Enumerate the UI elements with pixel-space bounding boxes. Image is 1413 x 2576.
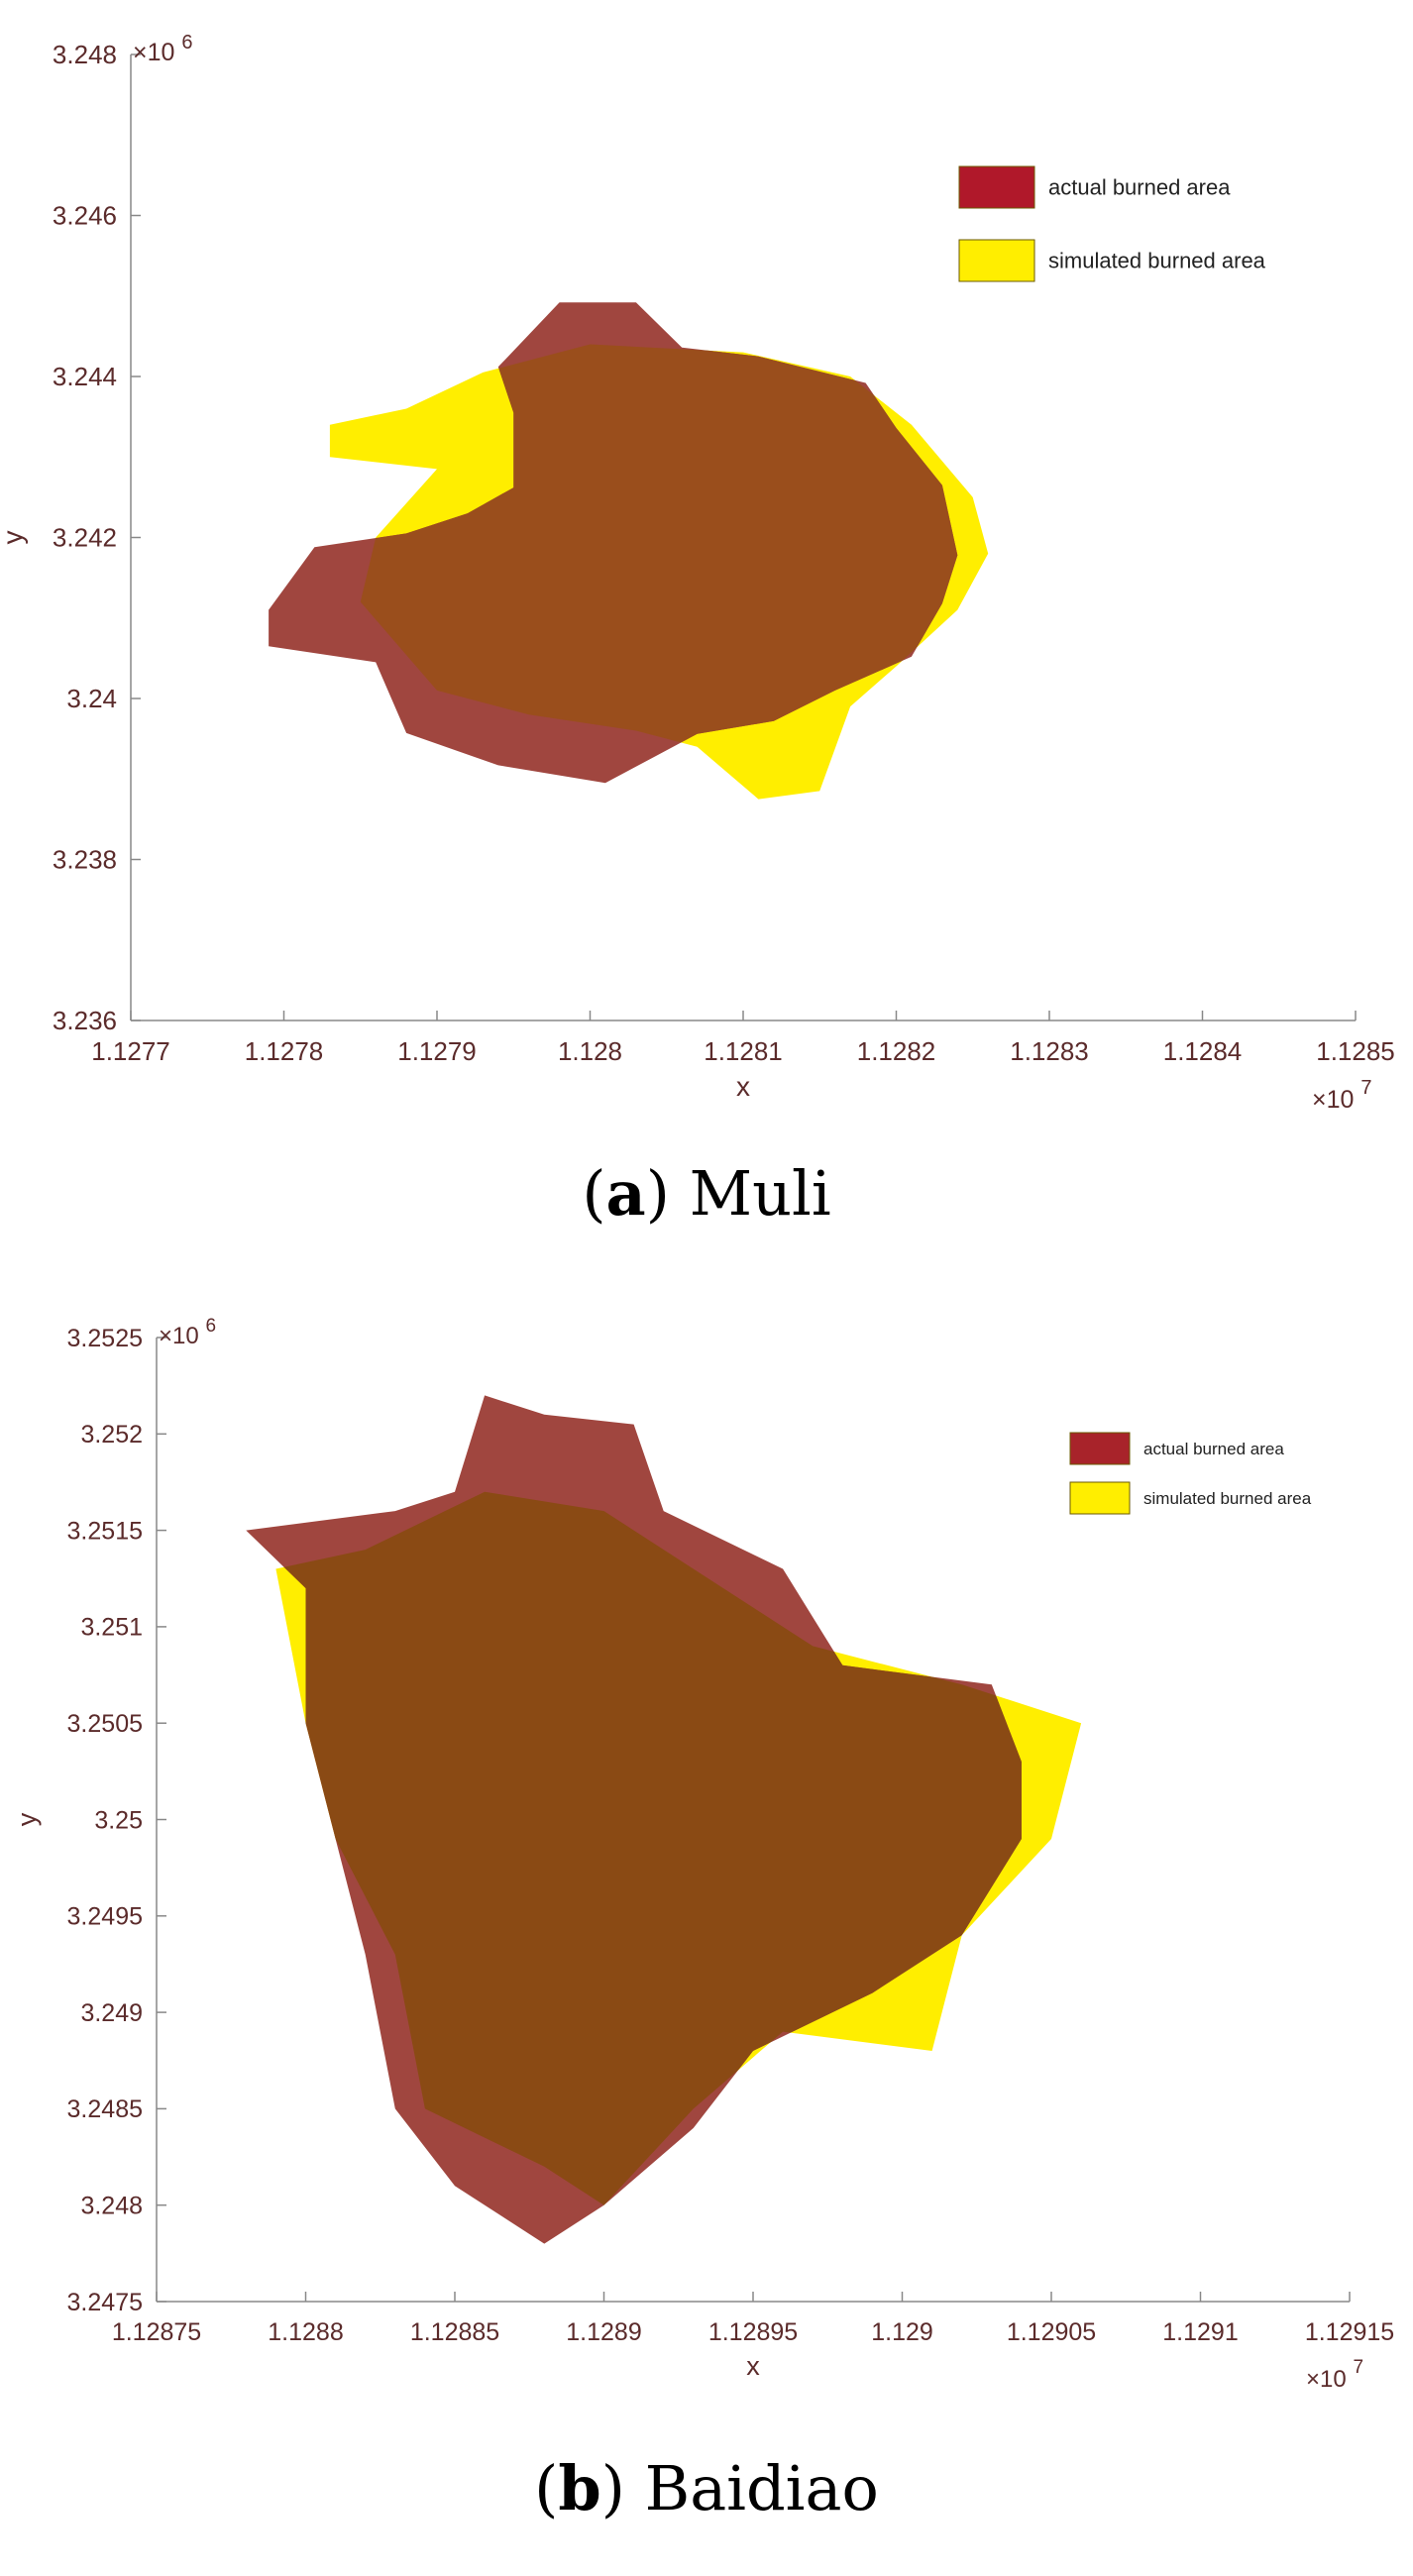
y-tick-label: 3.2515 [67, 1517, 143, 1545]
legend-label: simulated burned area [1143, 1489, 1312, 1508]
x-tick-label: 1.1288 [268, 2318, 343, 2346]
y-tick-label: 3.249 [80, 1999, 143, 2027]
x-axis-label: x [746, 2351, 760, 2381]
y-exponent-power: 6 [206, 1316, 217, 1337]
legend-swatch [958, 165, 1035, 209]
y-tick-label: 3.238 [53, 845, 117, 875]
legend-swatch [958, 239, 1035, 282]
caption-name: Muli [689, 1157, 831, 1230]
legend-swatch [1069, 1481, 1131, 1515]
y-exponent-label: ×10 [133, 39, 174, 66]
y-tick-label: 3.24 [66, 684, 117, 713]
caption-letter: b [558, 2452, 601, 2524]
y-axis-label: y [12, 1812, 42, 1826]
figure-panel-a: 1.1277 1.1278 1.1279 1.128 1.1281 1.1282 1.128… [0, 32, 1395, 1230]
y-tick-label: 3.244 [53, 362, 117, 391]
chart-baidiao: 1.12875 1.1288 1.12885 1.1289 1.12895 1.129 1.… [12, 1316, 1394, 2393]
legend-label: simulated burned area [1048, 249, 1266, 273]
x-tick-label: 1.1282 [857, 1036, 936, 1066]
y-tick-label: 3.2495 [67, 1903, 143, 1931]
y-tick-label: 3.251 [80, 1614, 143, 1642]
x-tick-label: 1.12875 [112, 2318, 201, 2346]
x-tick-label: 1.12885 [410, 2318, 499, 2346]
x-tick-label: 1.1289 [566, 2318, 641, 2346]
x-tick-label: 1.1278 [245, 1036, 324, 1066]
y-tick-label: 3.246 [53, 201, 117, 231]
x-tick-label: 1.12915 [1305, 2318, 1394, 2346]
x-tick-label: 1.1285 [1316, 1036, 1395, 1066]
y-tick-label: 3.236 [53, 1006, 117, 1035]
x-tick-label: 1.1291 [1162, 2318, 1238, 2346]
y-axis-label: y [0, 531, 28, 545]
x-tick-label: 1.1281 [704, 1036, 783, 1066]
y-tick-label: 3.248 [80, 2192, 143, 2219]
chart-muli: 1.1277 1.1278 1.1279 1.128 1.1281 1.1282 1.128… [0, 32, 1395, 1114]
x-tick-label: 1.12905 [1007, 2318, 1096, 2346]
x-tick-label: 1.1284 [1163, 1036, 1243, 1066]
x-tick-label: 1.1279 [397, 1036, 477, 1066]
y-tick-label: 3.2505 [67, 1710, 143, 1738]
y-tick-label: 3.2485 [67, 2095, 143, 2123]
caption-b: (b) Baidiao [534, 2452, 879, 2524]
x-tick-label: 1.129 [871, 2318, 933, 2346]
x-tick-label: 1.1277 [91, 1036, 170, 1066]
legend-label: actual burned area [1048, 175, 1231, 200]
y-tick-label: 3.2525 [67, 1325, 143, 1352]
x-exponent-power: 7 [1354, 2357, 1364, 2378]
legend-label: actual burned area [1143, 1440, 1284, 1458]
legend-swatch [1069, 1432, 1131, 1465]
caption-letter: a [605, 1157, 646, 1230]
x-exponent-label: ×10 [1312, 1086, 1354, 1114]
x-tick-label: 1.128 [558, 1036, 622, 1066]
x-axis-label: x [736, 1071, 750, 1102]
x-tick-label: 1.12895 [708, 2318, 798, 2346]
y-exponent-label: ×10 [159, 1323, 199, 1349]
y-tick-label: 3.25 [94, 1806, 143, 1834]
y-tick-label: 3.2475 [67, 2289, 143, 2316]
y-exponent-power: 6 [181, 32, 192, 54]
x-tick-label: 1.1283 [1010, 1036, 1089, 1066]
y-tick-label: 3.242 [53, 523, 117, 553]
x-exponent-power: 7 [1360, 1077, 1371, 1099]
x-exponent-label: ×10 [1306, 2366, 1347, 2393]
figure-panel-b: 1.12875 1.1288 1.12885 1.1289 1.12895 1.129 1.… [0, 1288, 1413, 2576]
caption-a: (a) Muli [582, 1157, 831, 1230]
y-tick-label: 3.252 [80, 1421, 143, 1449]
y-tick-label: 3.248 [53, 40, 117, 69]
caption-name: Baidiao [644, 2452, 879, 2524]
